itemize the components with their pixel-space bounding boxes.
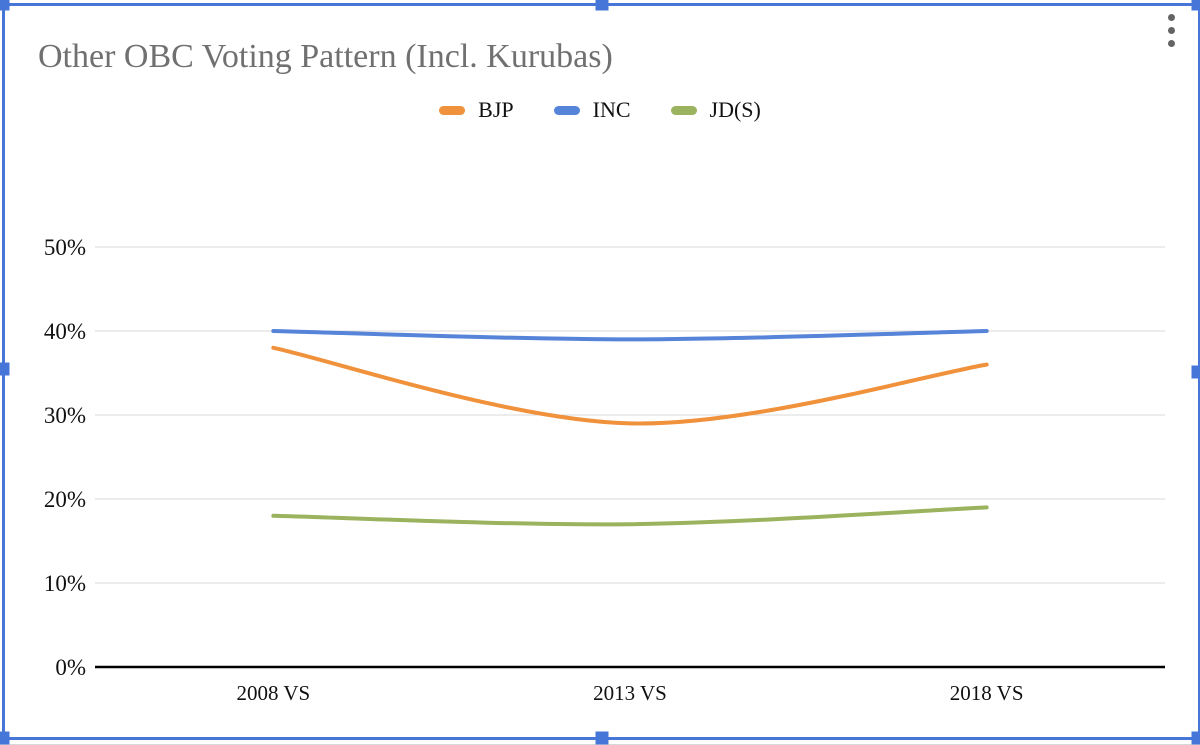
series-line-jds <box>273 507 986 524</box>
series-line-bjp <box>273 348 986 424</box>
y-axis-tick-label: 30% <box>44 403 86 428</box>
selection-handle-middle-right[interactable] <box>1192 366 1200 379</box>
y-axis-tick-label: 50% <box>44 235 86 260</box>
selection-handle-top-left[interactable] <box>0 0 10 11</box>
menu-dot <box>1168 40 1175 47</box>
selection-handle-bottom-left[interactable] <box>0 732 10 745</box>
menu-dot <box>1168 14 1175 21</box>
y-axis-tick-label: 20% <box>44 487 86 512</box>
selection-handle-top-right[interactable] <box>1192 0 1200 11</box>
selection-handle-middle-left[interactable] <box>0 363 10 376</box>
series-line-inc <box>273 331 986 339</box>
selection-handle-bottom-right[interactable] <box>1192 732 1200 745</box>
selection-handle-top-middle[interactable] <box>596 0 609 11</box>
x-axis-category-label: 2008 VS <box>236 681 310 705</box>
menu-dot <box>1168 27 1175 34</box>
selection-handle-bottom-middle[interactable] <box>596 732 609 745</box>
x-axis-category-label: 2018 VS <box>950 681 1024 705</box>
y-axis-tick-label: 0% <box>55 655 86 680</box>
x-axis-category-label: 2013 VS <box>593 681 667 705</box>
y-axis-tick-label: 10% <box>44 571 86 596</box>
y-axis-tick-label: 40% <box>44 319 86 344</box>
more-vertical-icon[interactable] <box>1166 12 1177 49</box>
